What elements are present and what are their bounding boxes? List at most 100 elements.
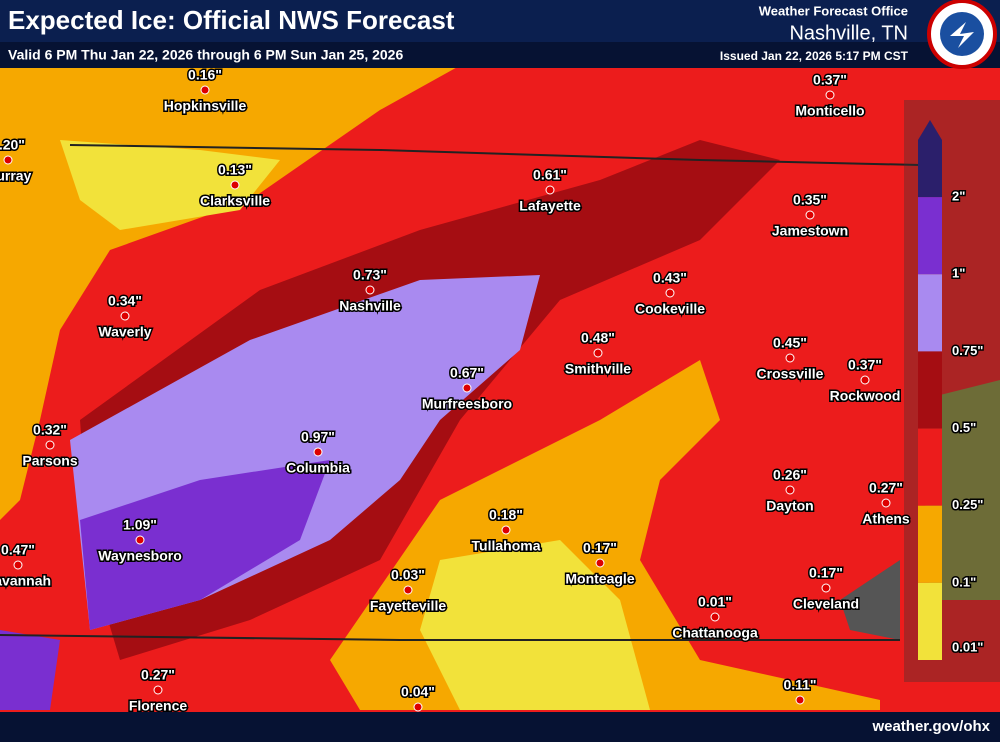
city-dot <box>785 485 795 495</box>
legend-label: 0.75" <box>952 343 983 358</box>
legend-label: 0.01" <box>952 639 983 654</box>
legend-swatch <box>918 582 942 660</box>
subheader-bar <box>0 42 1000 68</box>
city-value: 0.27" <box>869 480 903 496</box>
nws-logo <box>927 0 997 69</box>
city-dot <box>821 583 831 593</box>
city-value: 0.34" <box>108 293 142 309</box>
legend-label: 0.1" <box>952 574 976 589</box>
city-value: 0.61" <box>533 167 567 183</box>
office-location: Nashville, TN <box>789 22 908 44</box>
city-dot <box>710 612 720 622</box>
city-value: 0.67" <box>450 365 484 381</box>
city-name: Waynesboro <box>98 548 182 564</box>
city-value: 0.48" <box>581 330 615 346</box>
city-dot <box>881 498 891 508</box>
city-name: Nashville <box>339 298 401 314</box>
city-dot <box>135 535 145 545</box>
city-dot <box>365 285 375 295</box>
legend-swatch <box>918 274 942 352</box>
city-value: 0.18" <box>489 507 523 523</box>
city-value: 0.17" <box>809 565 843 581</box>
city-value: 0.37" <box>848 357 882 373</box>
legend-label: 2" <box>952 189 965 204</box>
city-value: 0.03" <box>391 567 425 583</box>
city-name: Monticello <box>795 103 864 119</box>
city-dot <box>45 440 55 450</box>
city-value: 0.73" <box>353 267 387 283</box>
city-dot <box>403 585 413 595</box>
city-dot <box>785 353 795 363</box>
city-value: 0.97" <box>301 429 335 445</box>
city-dot <box>595 558 605 568</box>
city-value: 0.17" <box>583 540 617 556</box>
city-dot <box>665 288 675 298</box>
city-name: Waverly <box>98 324 151 340</box>
city-value: 0.32" <box>33 422 67 438</box>
title: Expected Ice: Official NWS Forecast <box>8 5 455 35</box>
city-value: 0.04" <box>401 684 435 700</box>
city-name: Jamestown <box>772 223 848 239</box>
city-dot <box>501 525 511 535</box>
legend-label: 0.25" <box>952 497 983 512</box>
city-name: Smithville <box>565 361 631 377</box>
city-name: Murray <box>0 168 32 184</box>
city-dot <box>413 702 423 712</box>
city-value: 0.01" <box>698 594 732 610</box>
city-name: Parsons <box>22 453 77 469</box>
city-dot <box>313 447 323 457</box>
city-dot <box>795 695 805 705</box>
city-name: Hopkinsville <box>164 98 247 114</box>
subtitle: Valid 6 PM Thu Jan 22, 2026 through 6 PM… <box>8 47 403 63</box>
city-dot <box>230 180 240 190</box>
city-name: Cleveland <box>793 596 859 612</box>
city-value: 0.45" <box>773 335 807 351</box>
city-name: Savannah <box>0 573 51 589</box>
legend-swatch <box>918 428 942 506</box>
city-value: 1.09" <box>123 517 157 533</box>
city-dot <box>545 185 555 195</box>
forecast-shading <box>0 60 1000 710</box>
city-name: Clarksville <box>200 193 270 209</box>
legend-label: 1" <box>952 266 965 281</box>
cities: 0.16" Hopkinsville 0.20" Murray 0.13" Clarksv… <box>0 65 911 715</box>
legend-label: 0.5" <box>952 420 976 435</box>
city-value: 0.27" <box>141 667 175 683</box>
city-name: Chattanooga <box>672 625 758 641</box>
city-name: Tullahoma <box>472 538 541 554</box>
city-value: 0.37" <box>813 72 847 88</box>
legend-swatch <box>918 120 942 198</box>
city-name: Columbia <box>286 460 350 476</box>
city-dot <box>13 560 23 570</box>
city-name: Crossville <box>757 366 824 382</box>
city-dot <box>593 348 603 358</box>
header-bar <box>0 0 1000 42</box>
city-name: Murfreesboro <box>422 396 512 412</box>
office: Weather Forecast Office <box>759 3 908 18</box>
city-value: 0.11" <box>783 677 816 693</box>
city-dot <box>3 155 13 165</box>
city-value: 0.26" <box>773 467 807 483</box>
legend-swatch <box>918 505 942 583</box>
state-borders <box>0 144 921 641</box>
legend-swatch <box>918 351 942 429</box>
city-name: Cookeville <box>635 301 705 317</box>
city-value: 0.35" <box>793 192 827 208</box>
footer-url: weather.gov/ohx <box>871 718 990 735</box>
city-name: Monteagle <box>565 571 634 587</box>
city-dot <box>462 383 472 393</box>
city-value: 0.20" <box>0 137 25 153</box>
city-name: Fayetteville <box>370 598 446 614</box>
city-name: Rockwood <box>830 388 901 404</box>
city-dot <box>860 375 870 385</box>
issued: Issued Jan 22, 2026 5:17 PM CST <box>720 49 909 63</box>
city-dot <box>825 90 835 100</box>
city-name: Dayton <box>766 498 813 514</box>
city-value: 0.47" <box>1 542 35 558</box>
footer-bar <box>0 712 1000 742</box>
legend-swatch <box>918 197 942 275</box>
city-value: 0.16" <box>188 67 222 83</box>
city-dot <box>805 210 815 220</box>
city-dot <box>120 311 130 321</box>
